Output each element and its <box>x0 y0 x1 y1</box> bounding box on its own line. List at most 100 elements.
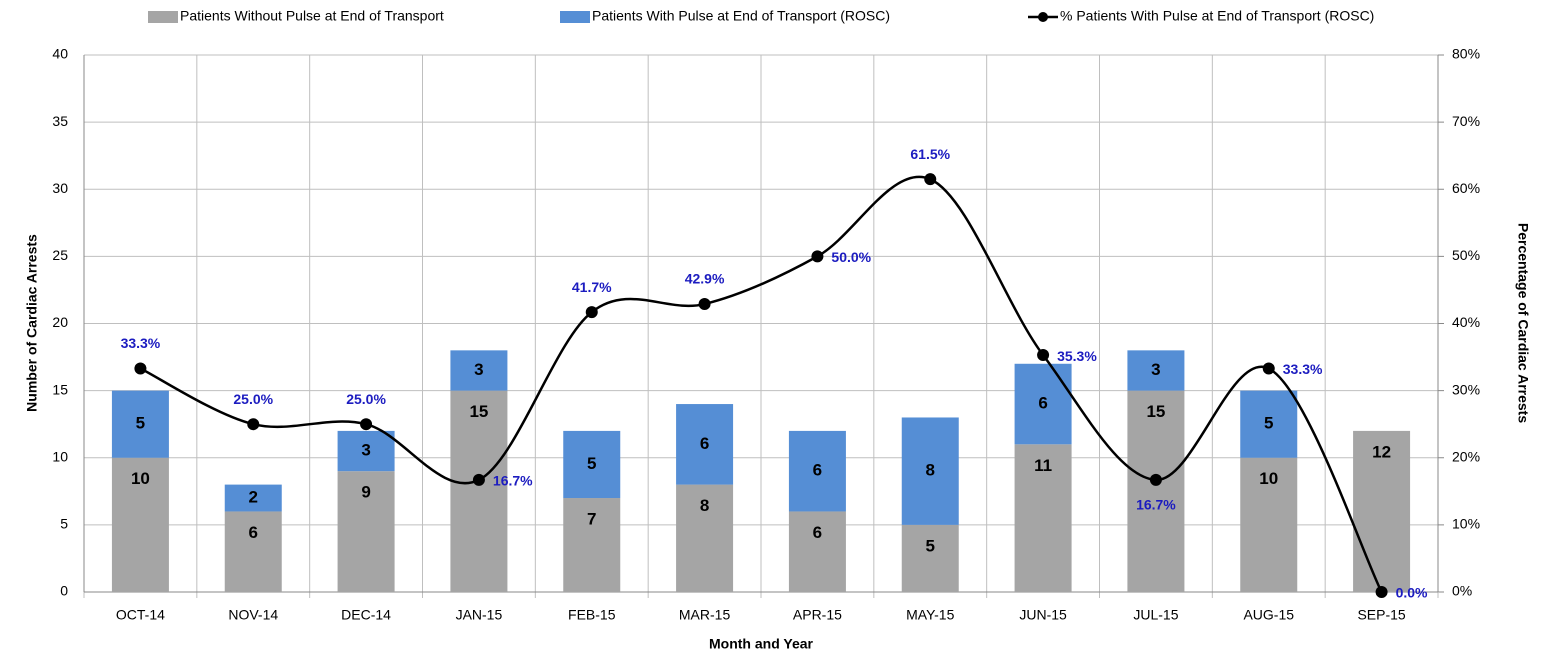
x-tick-label: AUG-15 <box>1243 607 1294 623</box>
bar-segment <box>788 511 846 592</box>
legend-label: Patients Without Pulse at End of Transpo… <box>180 8 444 24</box>
bar-segment <box>788 430 846 512</box>
bar-label: 15 <box>1146 402 1165 421</box>
x-tick-label: MAR-15 <box>679 607 731 623</box>
bar-label: 3 <box>361 441 370 460</box>
data-label: 25.0% <box>346 391 386 407</box>
bar-label: 10 <box>1259 469 1278 488</box>
bar-label: 10 <box>131 469 150 488</box>
bar-label: 6 <box>813 461 822 480</box>
y-tick-label: 5 <box>60 516 68 532</box>
bar-segment <box>1014 363 1072 445</box>
bar-label: 3 <box>474 360 483 379</box>
y2-tick-label: 70% <box>1452 113 1480 129</box>
bar-segment <box>224 511 282 592</box>
data-label: 41.7% <box>572 279 612 295</box>
bar-segment <box>1014 444 1072 592</box>
legend-marker <box>1038 12 1048 22</box>
line-marker <box>1262 362 1275 375</box>
bar-label: 7 <box>587 510 596 529</box>
bar-segment <box>676 404 734 485</box>
y-axis-title: Number of Cardiac Arrests <box>24 234 40 412</box>
bar-label: 6 <box>813 523 822 542</box>
line-marker <box>924 173 937 186</box>
data-label: 16.7% <box>493 473 533 489</box>
y-tick-label: 40 <box>52 46 68 62</box>
line-marker <box>360 418 373 431</box>
y2-tick-label: 0% <box>1452 583 1472 599</box>
bar-label: 2 <box>249 488 258 507</box>
x-tick-label: SEP-15 <box>1357 607 1405 623</box>
line-marker <box>811 250 824 263</box>
line-marker <box>585 306 598 319</box>
x-tick-label: JUL-15 <box>1133 607 1178 623</box>
bar-label: 6 <box>700 434 709 453</box>
bar-segment <box>1127 350 1185 391</box>
x-tick-label: DEC-14 <box>341 607 391 623</box>
bar-segment <box>337 471 395 592</box>
bar-segment <box>1127 390 1185 592</box>
data-label: 16.7% <box>1136 497 1176 513</box>
bar-label: 15 <box>469 402 488 421</box>
y-tick-label: 0 <box>60 583 68 599</box>
bar-label: 5 <box>926 536 935 555</box>
y-tick-label: 15 <box>52 381 68 397</box>
bar-label: 8 <box>926 461 935 480</box>
x-tick-label: OCT-14 <box>116 607 165 623</box>
y-tick-label: 35 <box>52 113 68 129</box>
bar-label: 5 <box>136 414 145 433</box>
y2-axis-title: Percentage of Cardiac Arrests <box>1515 223 1531 423</box>
bar-label: 6 <box>1038 394 1047 413</box>
data-label: 33.3% <box>121 335 161 351</box>
line-marker <box>698 298 711 311</box>
x-tick-label: JAN-15 <box>456 607 503 623</box>
bar-label: 11 <box>1034 456 1052 475</box>
bar-segment <box>1240 390 1298 458</box>
y2-tick-label: 30% <box>1452 381 1480 397</box>
y-tick-label: 20 <box>52 314 68 330</box>
bar-label: 8 <box>700 496 709 515</box>
y2-tick-label: 60% <box>1452 180 1480 196</box>
line-marker <box>472 473 485 486</box>
data-label: 35.3% <box>1057 348 1097 364</box>
bar-segment <box>1240 457 1298 592</box>
y2-tick-label: 40% <box>1452 314 1480 330</box>
bar-label: 12 <box>1372 442 1391 461</box>
y2-tick-label: 80% <box>1452 46 1480 62</box>
bar-segment <box>1353 430 1411 592</box>
y-tick-label: 25 <box>52 247 68 263</box>
data-label: 50.0% <box>831 249 871 265</box>
bar-segment <box>450 390 508 592</box>
y2-tick-label: 50% <box>1452 247 1480 263</box>
bar-segment <box>337 430 395 472</box>
x-axis-title: Month and Year <box>709 636 814 652</box>
bar-segment <box>450 350 508 391</box>
bar-label: 6 <box>249 523 258 542</box>
bar-segment <box>111 390 169 458</box>
bar-segment <box>111 457 169 592</box>
data-label: 0.0% <box>1396 585 1428 601</box>
bar-label: 5 <box>1264 414 1273 433</box>
line-marker <box>134 362 147 375</box>
legend-label: Patients With Pulse at End of Transport … <box>592 8 890 24</box>
legend-swatch <box>560 11 590 23</box>
y2-tick-label: 20% <box>1452 448 1480 464</box>
y-tick-label: 30 <box>52 180 68 196</box>
bar-label: 5 <box>587 454 596 473</box>
bar-segment <box>676 484 734 592</box>
data-label: 25.0% <box>233 391 273 407</box>
bar-segment <box>563 498 621 592</box>
line-marker <box>247 418 260 431</box>
legend-swatch <box>148 11 178 23</box>
x-tick-label: JUN-15 <box>1019 607 1067 623</box>
bar-label: 3 <box>1151 360 1160 379</box>
x-tick-label: APR-15 <box>793 607 842 623</box>
line-marker <box>1375 586 1388 598</box>
bar-segment <box>901 524 959 592</box>
legend-label: % Patients With Pulse at End of Transpor… <box>1060 8 1374 24</box>
bar-segment <box>563 430 621 499</box>
line-marker <box>1149 473 1162 486</box>
x-tick-label: FEB-15 <box>568 607 616 623</box>
data-label: 42.9% <box>685 271 725 287</box>
